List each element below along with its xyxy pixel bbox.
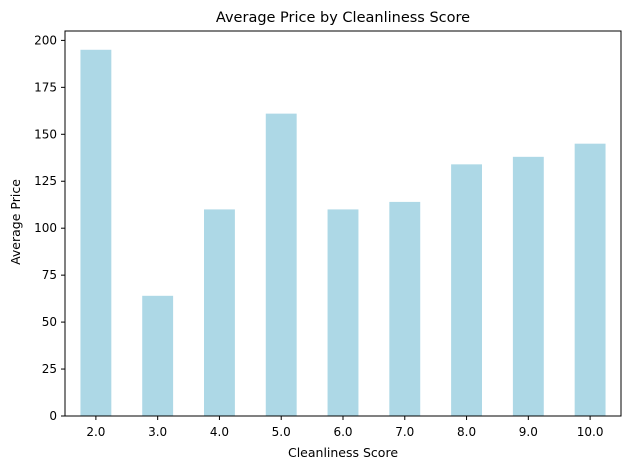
y-tick-label: 125 — [34, 174, 57, 188]
x-tick-label: 5.0 — [272, 425, 291, 439]
y-tick-label: 200 — [34, 33, 57, 47]
y-axis-ticks: 0 25 50 75 100 125 150 175 200 — [34, 33, 65, 423]
bars-group — [80, 49, 606, 416]
y-tick-label: 75 — [42, 268, 57, 282]
bar-6.0 — [327, 209, 359, 416]
x-tick-label: 2.0 — [86, 425, 105, 439]
y-tick-label: 175 — [34, 80, 57, 94]
x-tick-label: 7.0 — [395, 425, 414, 439]
bar-7.0 — [389, 201, 421, 416]
y-tick-label: 150 — [34, 127, 57, 141]
x-tick-label: 3.0 — [148, 425, 167, 439]
x-tick-label: 4.0 — [210, 425, 229, 439]
x-axis-label: Cleanliness Score — [288, 445, 398, 460]
bar-4.0 — [204, 209, 235, 416]
bar-10.0 — [574, 143, 606, 416]
x-axis-ticks: 2.0 3.0 4.0 5.0 6.0 7.0 8.0 9.0 10.0 — [86, 416, 603, 439]
bar-3.0 — [142, 295, 174, 416]
y-tick-label: 25 — [42, 362, 57, 376]
chart-title: Average Price by Cleanliness Score — [216, 10, 470, 26]
bar-8.0 — [451, 164, 482, 416]
plot-frame — [64, 30, 622, 417]
y-axis-label: Average Price — [8, 179, 23, 265]
y-tick-label: 50 — [42, 315, 57, 329]
x-tick-label: 8.0 — [457, 425, 476, 439]
x-tick-label: 10.0 — [577, 425, 604, 439]
bar-2.0 — [80, 49, 112, 416]
bar-9.0 — [512, 156, 544, 416]
bar-5.0 — [265, 113, 297, 416]
x-tick-label: 6.0 — [333, 425, 352, 439]
y-tick-label: 0 — [49, 409, 57, 423]
x-tick-label: 9.0 — [519, 425, 538, 439]
y-tick-label: 100 — [34, 221, 57, 235]
